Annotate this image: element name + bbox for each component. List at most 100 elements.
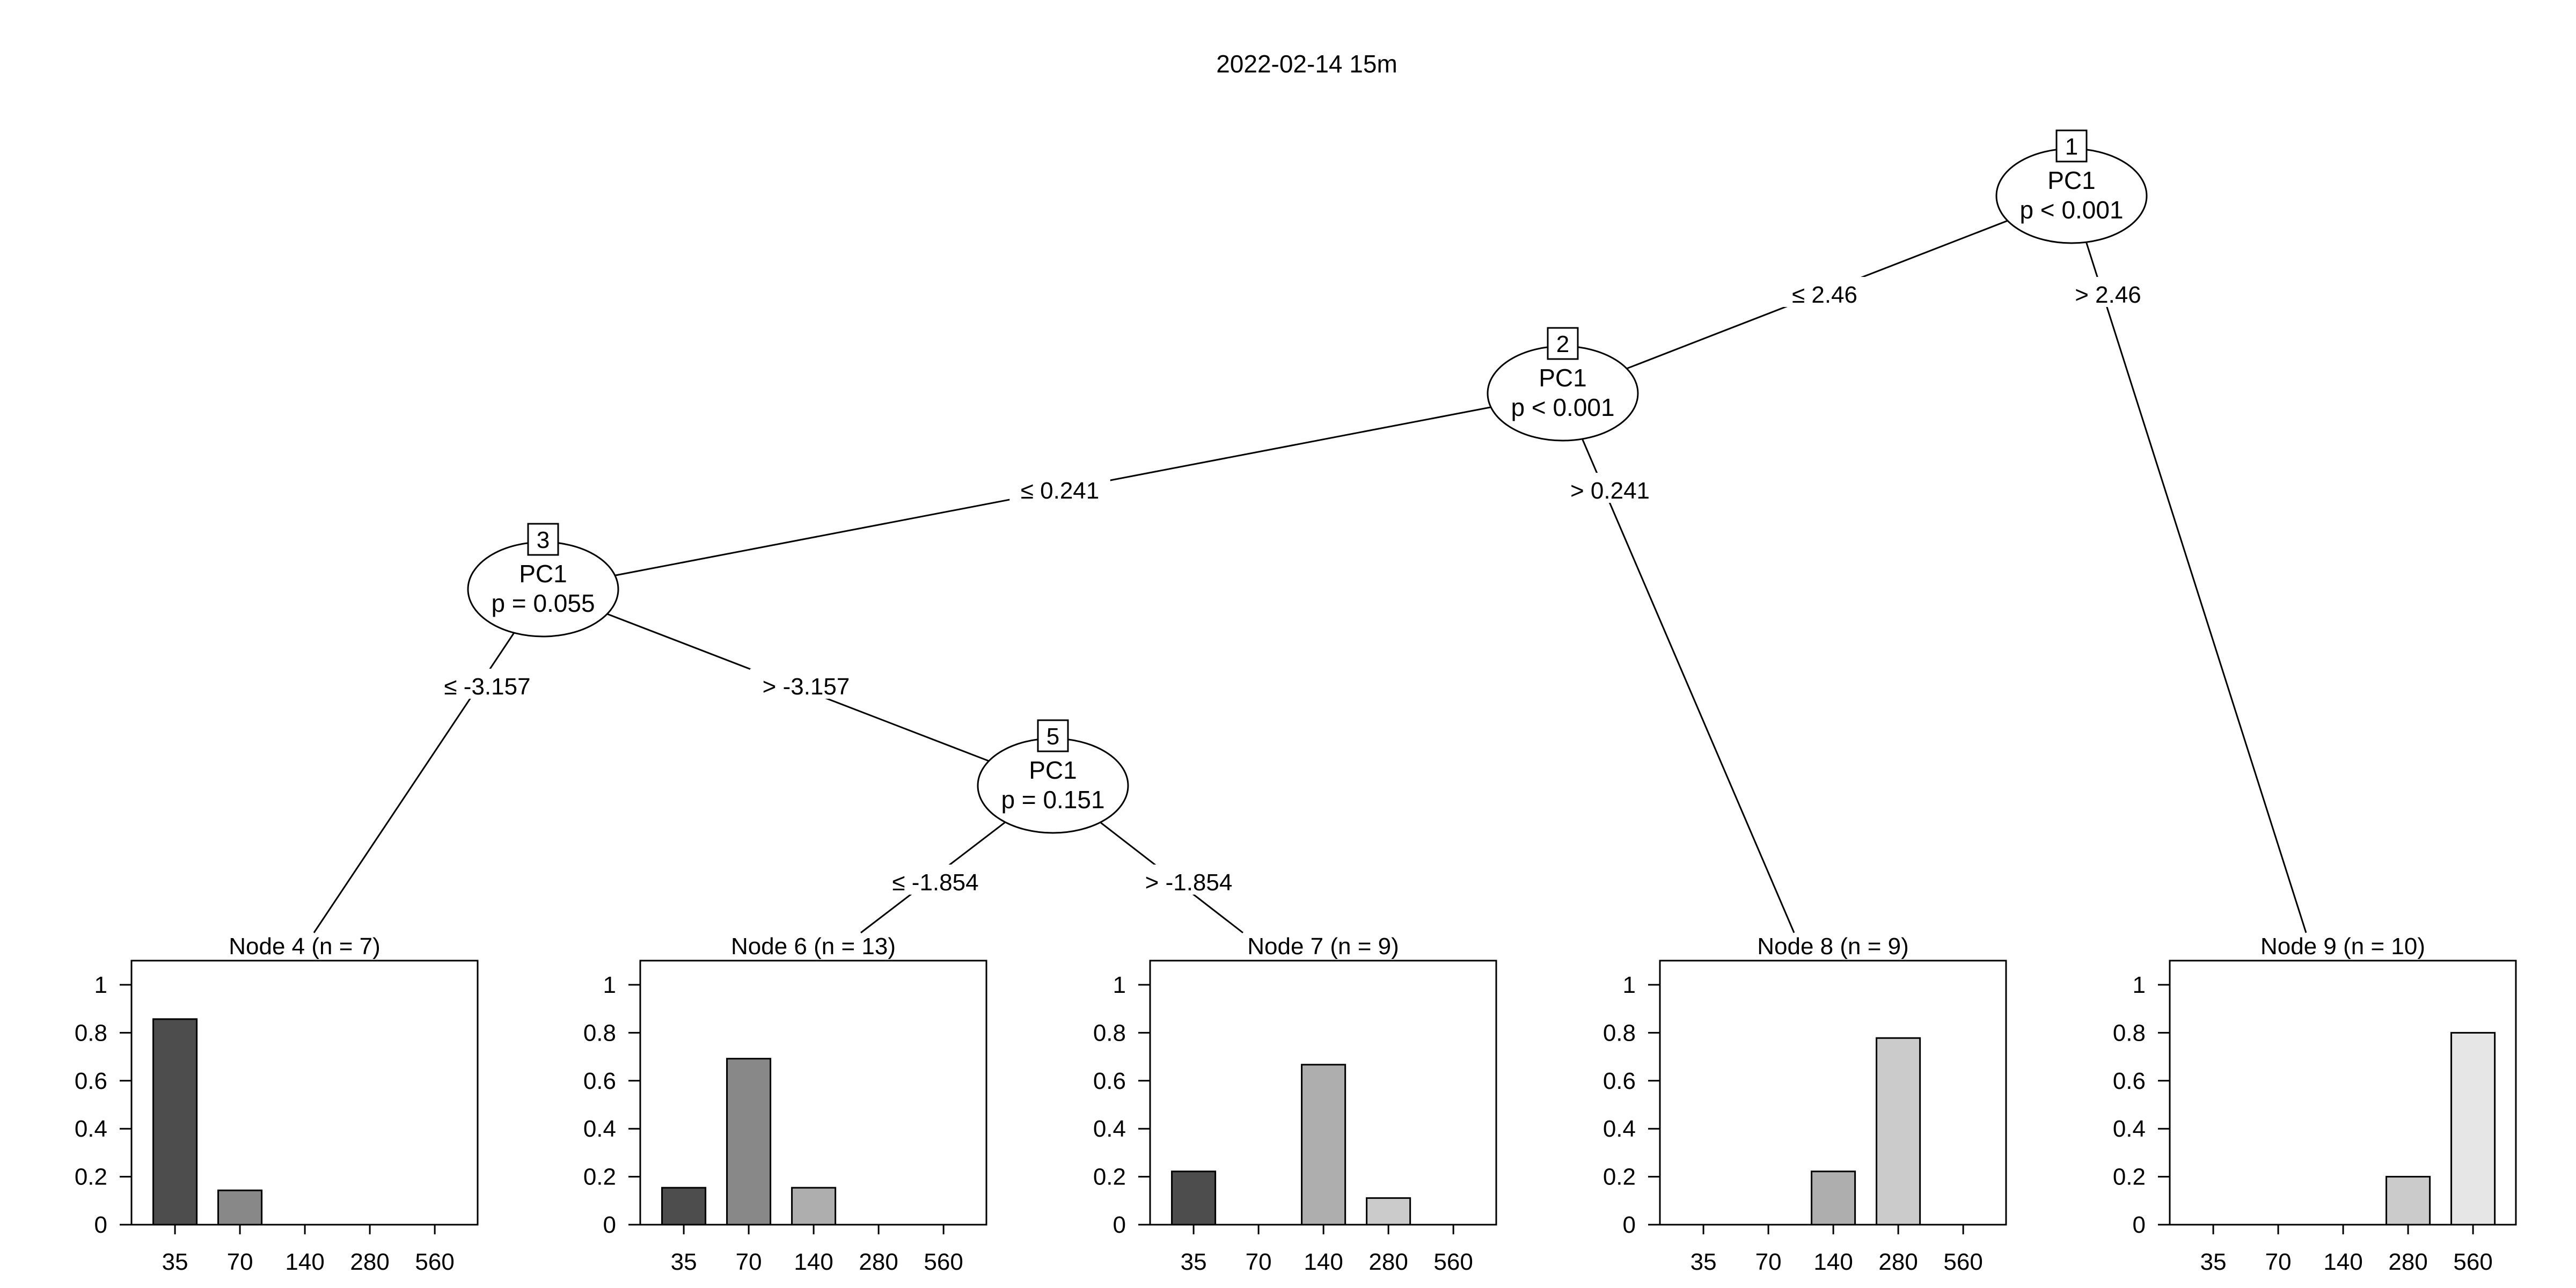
y-tick-label: 0.8 xyxy=(1603,1020,1636,1046)
x-tick-label: 560 xyxy=(924,1249,963,1275)
x-tick-label: 280 xyxy=(350,1249,389,1275)
y-tick-label: 0.2 xyxy=(75,1164,107,1190)
y-tick-label: 1 xyxy=(1623,972,1636,998)
terminal-node-panel: Node 6 (n = 13) 35 70 140 280 560 0 0.2 0.4 0.6 0.… xyxy=(583,933,987,1275)
node-variable-label: PC1 xyxy=(1029,756,1077,784)
edge-split-label: > 2.46 xyxy=(2075,282,2141,308)
node-variable-label: PC1 xyxy=(519,560,567,588)
edge-split-label: ≤ 2.46 xyxy=(1792,282,1857,308)
edge-label-background xyxy=(1780,277,1870,307)
y-tick-label: 0 xyxy=(2133,1212,2146,1238)
y-tick-label: 0.4 xyxy=(1603,1116,1636,1142)
x-tick-label: 140 xyxy=(2323,1249,2362,1275)
panel-title: Node 8 (n = 9) xyxy=(1757,933,1909,960)
terminal-node-panel: Node 8 (n = 9) 35 70 140 280 560 0 0.2 0.4 0.6 0.8… xyxy=(1603,933,2007,1275)
edge-split-label: > -1.854 xyxy=(1145,869,1233,896)
panel-title: Node 6 (n = 13) xyxy=(731,933,896,960)
y-tick-label: 0.4 xyxy=(1093,1116,1126,1142)
y-tick-label: 1 xyxy=(603,972,616,998)
x-tick-label: 35 xyxy=(1181,1249,1207,1275)
x-tick-label: 140 xyxy=(285,1249,324,1275)
y-tick-label: 0 xyxy=(94,1212,107,1238)
y-tick-label: 0.6 xyxy=(75,1068,107,1094)
y-tick-label: 0.8 xyxy=(583,1020,616,1046)
bar-35 xyxy=(1171,1170,1217,1226)
y-tick-label: 0 xyxy=(603,1212,616,1238)
y-tick-label: 1 xyxy=(2133,972,2146,998)
y-tick-label: 0.2 xyxy=(1093,1164,1126,1190)
edge-split-label: ≤ -1.854 xyxy=(892,869,978,896)
panel-title: Node 7 (n = 9) xyxy=(1247,933,1399,960)
edge-split-label: > -3.157 xyxy=(763,674,850,700)
x-tick-label: 70 xyxy=(2265,1249,2292,1275)
x-tick-label: 140 xyxy=(1304,1249,1343,1275)
x-tick-label: 70 xyxy=(1246,1249,1272,1275)
bar-140 xyxy=(791,1187,837,1226)
x-tick-label: 280 xyxy=(1368,1249,1408,1275)
terminal-node-panel: Node 9 (n = 10) 35 70 140 280 560 0 0.2 0.4 0.6 0.… xyxy=(2113,933,2517,1275)
y-tick-label: 0.4 xyxy=(75,1116,107,1142)
edge-label-background xyxy=(431,669,544,699)
bar-140 xyxy=(1301,1064,1346,1226)
x-tick-label: 560 xyxy=(415,1249,454,1275)
edge-label-background xyxy=(750,669,862,699)
bar-280 xyxy=(1876,1037,1921,1226)
node-id-label: 3 xyxy=(537,527,550,553)
bar-70 xyxy=(726,1058,772,1226)
y-tick-label: 1 xyxy=(1113,972,1126,998)
bar-35 xyxy=(152,1018,198,1226)
panel-title: Node 9 (n = 10) xyxy=(2260,933,2425,960)
y-tick-label: 0 xyxy=(1623,1212,1636,1238)
panel-frame xyxy=(639,960,987,1226)
tree-edge xyxy=(313,589,544,933)
x-tick-label: 560 xyxy=(1433,1249,1473,1275)
y-tick-label: 0.4 xyxy=(583,1116,616,1142)
x-tick-label: 140 xyxy=(1813,1249,1853,1275)
y-tick-label: 0.2 xyxy=(1603,1164,1636,1190)
node-id-box xyxy=(1037,719,1069,752)
x-tick-label: 70 xyxy=(227,1249,253,1275)
node-variable-label: PC1 xyxy=(2047,166,2095,194)
terminal-node-panel: Node 4 (n = 7) 35 70 140 280 560 0 0.2 0.4 0.6 0.8… xyxy=(75,933,479,1275)
y-tick-label: 0.8 xyxy=(1093,1020,1126,1046)
node-id-box xyxy=(1547,327,1579,360)
x-tick-label: 35 xyxy=(671,1249,697,1275)
x-tick-label: 280 xyxy=(1878,1249,1918,1275)
x-tick-label: 35 xyxy=(1690,1249,1717,1275)
y-tick-label: 0.6 xyxy=(1603,1068,1636,1094)
x-tick-label: 35 xyxy=(162,1249,188,1275)
edge-label-background xyxy=(2063,277,2153,307)
x-tick-label: 280 xyxy=(2388,1249,2427,1275)
y-tick-label: 0 xyxy=(1113,1212,1126,1238)
y-tick-label: 1 xyxy=(94,972,107,998)
edge-label-background xyxy=(1009,473,1110,503)
bar-280 xyxy=(2385,1176,2431,1226)
edge-label-background xyxy=(879,865,992,895)
edge-label-background xyxy=(1132,865,1245,895)
node-id-label: 2 xyxy=(1556,331,1569,357)
y-tick-label: 0.6 xyxy=(1093,1068,1126,1094)
terminal-node-panel: Node 7 (n = 9) 35 70 140 280 560 0 0.2 0.4 0.6 0.8… xyxy=(1093,933,1497,1275)
x-tick-label: 560 xyxy=(2453,1249,2492,1275)
figure-title: 2022-02-14 15m xyxy=(1216,50,1397,78)
y-tick-label: 0.8 xyxy=(2113,1020,2146,1046)
bar-280 xyxy=(1366,1197,1411,1226)
y-tick-label: 0.8 xyxy=(75,1020,107,1046)
node-p-value-label: p < 0.001 xyxy=(1511,393,1614,421)
edge-label-background xyxy=(1560,473,1660,503)
x-tick-label: 280 xyxy=(859,1249,898,1275)
node-p-value-label: p = 0.055 xyxy=(491,589,595,617)
edge-split-label: ≤ 0.241 xyxy=(1021,478,1099,504)
x-tick-label: 70 xyxy=(736,1249,762,1275)
x-tick-label: 560 xyxy=(1943,1249,1982,1275)
bar-70 xyxy=(217,1189,263,1226)
bar-35 xyxy=(661,1187,707,1226)
x-tick-label: 35 xyxy=(2200,1249,2227,1275)
x-tick-label: 70 xyxy=(1755,1249,1782,1275)
tree-edge xyxy=(2070,195,2307,933)
node-variable-label: PC1 xyxy=(1539,364,1586,392)
x-tick-label: 140 xyxy=(794,1249,833,1275)
